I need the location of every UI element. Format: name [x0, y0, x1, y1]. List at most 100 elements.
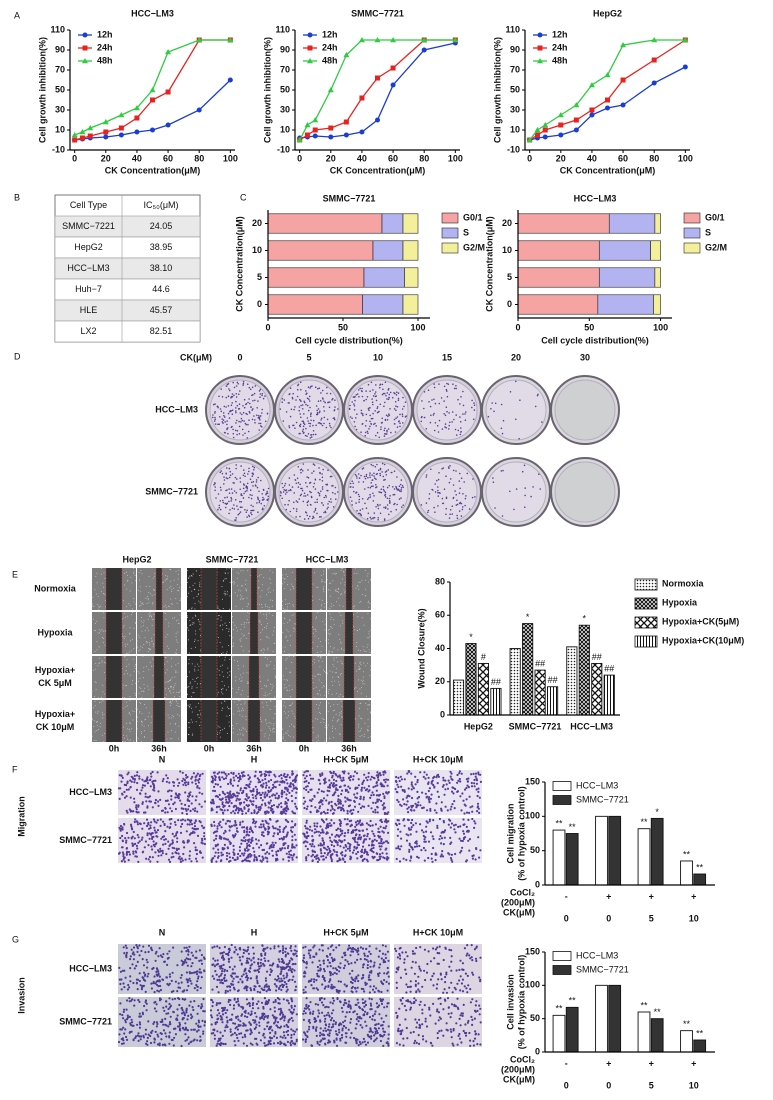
legend-swatch [552, 781, 572, 791]
point [534, 132, 540, 138]
wound-gap [155, 612, 163, 654]
bar-segment [402, 240, 419, 261]
wound-gap [156, 568, 162, 610]
condition-label: + [691, 1058, 696, 1068]
x-tick-label: 0 [606, 1080, 611, 1090]
point [375, 75, 380, 81]
point [534, 127, 541, 133]
bar-segment [372, 240, 404, 261]
texture [487, 380, 543, 440]
bar-segment [517, 267, 600, 288]
point [312, 133, 318, 139]
point [542, 127, 548, 133]
point [604, 72, 611, 78]
significance-mark: * [655, 807, 659, 817]
bar [547, 686, 559, 716]
y-tick-label: 100 [525, 980, 540, 990]
bar-segment [653, 294, 661, 315]
wound-edge [342, 700, 356, 742]
point [375, 117, 380, 123]
point [87, 133, 93, 139]
point [328, 134, 334, 140]
chart-title: SMMC−7721 [351, 8, 404, 18]
wound-gap [296, 568, 312, 610]
y-axis-title: Cell growth inhibition(%) [37, 37, 47, 143]
y-tick-label: 20 [252, 218, 262, 228]
point [304, 132, 310, 138]
legend-marker [307, 45, 313, 51]
x-axis-title: Cell cycle distribution(%) [541, 335, 649, 345]
x-tick-label: 10 [689, 913, 699, 923]
legend-swatch [552, 795, 572, 805]
y-tick-label: 70 [55, 64, 65, 74]
point [526, 137, 533, 143]
legend-label: 48h [97, 55, 113, 65]
plate-inner [347, 379, 409, 441]
row-label: HCC−LM3 [69, 787, 112, 797]
y-axis-title: (% of hypoxia control) [516, 955, 526, 1050]
x-tick-label: 60 [163, 153, 173, 163]
x-tick-label: 80 [649, 153, 659, 163]
time-label: 36h [341, 743, 357, 753]
y-tick-label: 60 [435, 610, 445, 620]
point [421, 37, 428, 43]
column-label: SMMC−7721 [206, 554, 259, 564]
point [71, 132, 78, 138]
point [605, 97, 610, 103]
y-tick-label: 100 [525, 811, 540, 821]
point [118, 112, 125, 118]
bar [578, 624, 590, 716]
line [74, 39, 231, 141]
bar [693, 1039, 707, 1053]
x-tick-label: 0 [265, 322, 270, 332]
column-label: H+CK 10μM [413, 754, 463, 764]
point [452, 37, 459, 43]
bar [522, 623, 534, 716]
point [588, 82, 595, 88]
wound-edge [295, 700, 313, 742]
legend-label: 48h [322, 55, 338, 65]
table-row [54, 320, 201, 343]
y-axis-title: Cell invasion [505, 974, 515, 1030]
wound-edge [105, 700, 123, 742]
point [589, 107, 595, 113]
point [573, 117, 579, 123]
y-tick-label: 0 [257, 299, 262, 309]
column-label: N [159, 754, 166, 764]
texture [394, 944, 482, 994]
point [390, 65, 396, 71]
condition-label: + [606, 1058, 611, 1068]
point [165, 89, 171, 95]
legend-swatch [683, 212, 701, 224]
x-tick-label: 0 [606, 913, 611, 923]
legend-swatch [634, 578, 658, 591]
wound-gap [343, 700, 355, 742]
legend-swatch [441, 242, 459, 254]
bar-segment [267, 240, 374, 261]
wound-gap [201, 700, 217, 742]
texture [117, 817, 207, 863]
legend-swatch [634, 616, 658, 629]
column-label: N [159, 927, 166, 937]
point [87, 125, 94, 131]
significance-mark: ## [604, 663, 614, 673]
significance-mark: ## [491, 677, 501, 687]
y-tick-label: 110 [275, 24, 290, 34]
x-axis-title: Cell cycle distribution(%) [295, 335, 403, 345]
bar [680, 1030, 693, 1053]
row-label: HCC−LM3 [155, 404, 198, 414]
time-label: 0h [204, 743, 215, 753]
significance-mark: ** [683, 849, 691, 859]
x-tick-label: 100 [448, 153, 463, 163]
wound-gap [250, 612, 258, 654]
bar-segment [517, 213, 610, 234]
significance-mark: # [481, 652, 486, 662]
bar-segment [654, 267, 661, 288]
significance-mark: ** [555, 818, 563, 828]
row-label: SMMC−7721 [59, 835, 112, 845]
table-cell: SMMC−7221 [62, 221, 115, 231]
point [149, 87, 156, 93]
table-cell: 38.10 [150, 263, 173, 273]
wound-gap [344, 656, 354, 698]
table-cell: 24.05 [150, 221, 173, 231]
